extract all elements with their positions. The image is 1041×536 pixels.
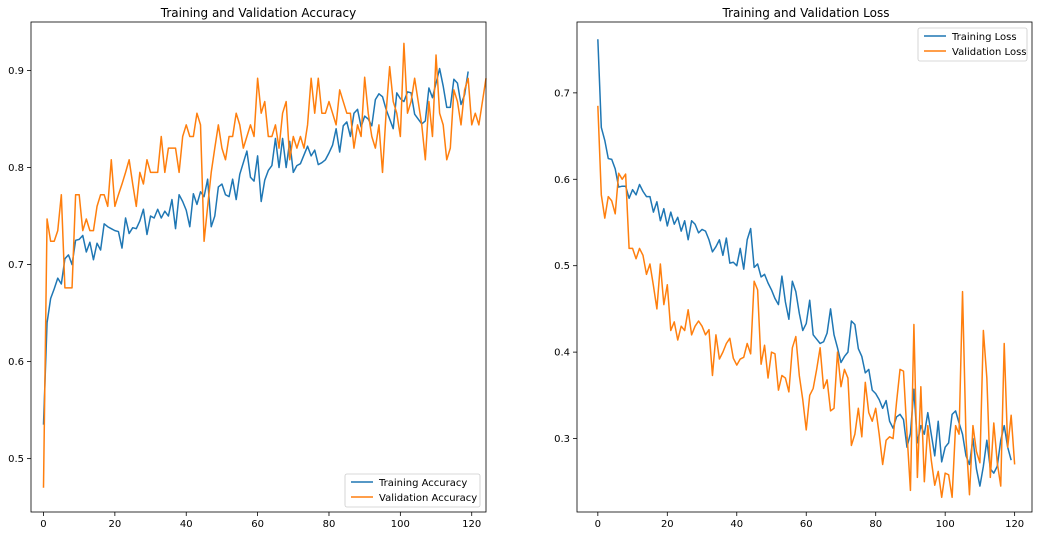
loss-x-tick-label: 20 xyxy=(661,519,674,530)
loss-legend: Training Loss Validation Loss xyxy=(917,27,1028,62)
accuracy-series-validation-accuracy xyxy=(42,42,487,488)
legend-label-validation-loss: Validation Loss xyxy=(952,47,1027,58)
accuracy-x-tick-label: 120 xyxy=(462,519,481,530)
loss-y-tick-label: 0.4 xyxy=(554,348,570,359)
accuracy-y-tick-label: 0.8 xyxy=(8,163,24,174)
accuracy-x-tick-label: 40 xyxy=(180,519,193,530)
accuracy-x-tick-label: 20 xyxy=(108,519,121,530)
legend-label-training-accuracy: Training Accuracy xyxy=(378,478,467,489)
loss-y-tick-label: 0.7 xyxy=(554,88,570,99)
loss-x-tick-label: 100 xyxy=(936,519,955,530)
accuracy-plot-area: 0 20 40 60 80 100 120 0.5 0.6 0.7 0.8 0.9 xyxy=(8,42,487,530)
accuracy-x-tick-label: 80 xyxy=(323,519,336,530)
loss-series-training-loss xyxy=(597,39,1012,487)
legend-label-training-loss: Training Loss xyxy=(951,32,1017,43)
accuracy-chart: Training and Validation Accuracy 0 20 40 60… xyxy=(8,6,487,530)
loss-series-validation-loss xyxy=(597,105,1016,499)
loss-x-tick-label: 80 xyxy=(869,519,882,530)
loss-x-tick-label: 40 xyxy=(730,519,743,530)
loss-y-tick-label: 0.3 xyxy=(554,434,570,445)
accuracy-axes-frame xyxy=(30,21,487,513)
accuracy-y-tick-label: 0.5 xyxy=(8,454,24,465)
accuracy-chart-title: Training and Validation Accuracy xyxy=(160,6,356,20)
accuracy-x-tick-label: 0 xyxy=(40,519,46,530)
accuracy-y-tick-label: 0.7 xyxy=(8,260,24,271)
loss-chart: Training and Validation Loss 0 20 40 60 80 10… xyxy=(554,6,1033,530)
accuracy-x-tick-label: 60 xyxy=(251,519,264,530)
legend-label-validation-accuracy: Validation Accuracy xyxy=(379,493,477,504)
accuracy-series-training-accuracy xyxy=(42,67,469,425)
accuracy-x-tick-label: 100 xyxy=(391,519,410,530)
loss-x-tick-label: 60 xyxy=(800,519,813,530)
loss-axes-frame xyxy=(576,21,1033,513)
loss-plot-area: 0 20 40 60 80 100 120 0.3 0.4 0.5 0.6 0.7 xyxy=(554,39,1024,530)
loss-chart-title: Training and Validation Loss xyxy=(722,6,890,20)
loss-y-tick-label: 0.5 xyxy=(554,261,570,272)
accuracy-legend-box xyxy=(344,473,481,508)
loss-x-tick-label: 120 xyxy=(1005,519,1024,530)
accuracy-y-tick-label: 0.6 xyxy=(8,357,24,368)
accuracy-y-tick-label: 0.9 xyxy=(8,66,24,77)
loss-y-tick-label: 0.6 xyxy=(554,175,570,186)
loss-x-tick-label: 0 xyxy=(595,519,601,530)
accuracy-legend: Training Accuracy Validation Accuracy xyxy=(344,473,481,508)
